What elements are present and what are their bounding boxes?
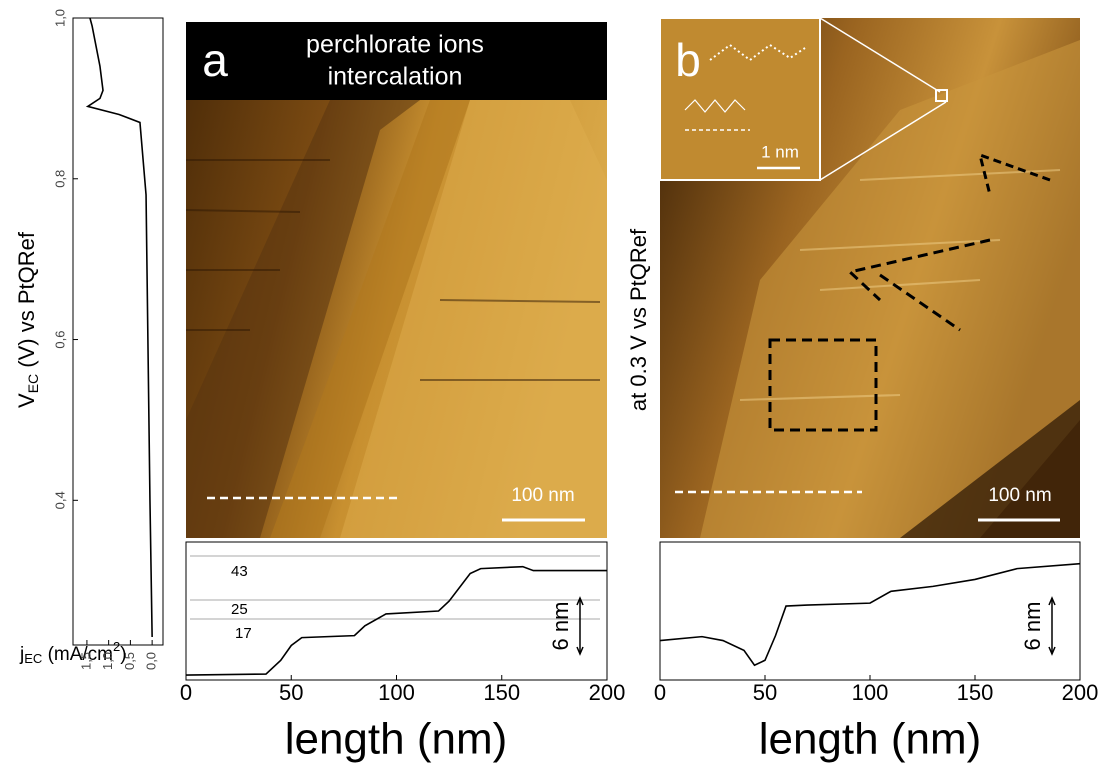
x-tick-label: 200 [1062, 680, 1099, 705]
cv-frame [72, 17, 164, 646]
height-scale-label: 6 nm [548, 602, 573, 651]
x-tick-label: 50 [753, 680, 777, 705]
scale-arrows [576, 596, 1056, 656]
stm-image-a [185, 22, 607, 538]
profile-frame-a [185, 541, 608, 681]
header: intercalation [328, 63, 463, 91]
y-axis-label: VEC (V) vs PtQRef [14, 231, 41, 408]
panel-label: b [675, 34, 701, 86]
data-line [185, 565, 607, 676]
x-tick-label: 1,0 [100, 652, 115, 670]
x-tick-label: 0,0 [144, 652, 159, 670]
x-axis-label: jEC (mA/cm2) [19, 639, 127, 666]
x-tick-label: 50 [279, 680, 303, 705]
header: perchlorate ions [306, 31, 484, 59]
x-tick-label: 200 [589, 680, 626, 705]
step-label: 17 [235, 625, 252, 642]
y-tick-label: 1,0 [52, 9, 67, 27]
step-guides [190, 555, 600, 620]
y-tick-label: 0,6 [52, 330, 67, 348]
x-tick-label: 1,5 [78, 652, 93, 670]
x-tick-label: 150 [483, 680, 520, 705]
step-label: 43 [231, 563, 248, 580]
step-label: 25 [231, 601, 248, 618]
x-tick-label: 0,5 [122, 652, 137, 670]
data-line [659, 562, 1081, 667]
x-axis-title: length (nm) [285, 715, 508, 764]
x-tick-label: 150 [957, 680, 994, 705]
y-tick-label: 0,8 [52, 170, 67, 188]
data-line [85, 17, 153, 637]
profile-frame-b [659, 541, 1081, 681]
y-tick-label: 0,4 [52, 491, 67, 509]
x-axis-title: length (nm) [759, 715, 982, 764]
stm-image-b [659, 17, 1080, 538]
height-scale-label: 6 nm [1020, 602, 1045, 651]
x-tick-label: 0 [654, 680, 666, 705]
scale-bar-label: 100 nm [988, 485, 1051, 506]
scale-bar-label: 100 nm [511, 485, 574, 506]
x-tick-label: 0 [180, 680, 192, 705]
x-tick-label: 100 [852, 680, 889, 705]
x-tick-label: 100 [378, 680, 415, 705]
panel-label: a [202, 34, 228, 86]
inset-scale-label: 1 nm [761, 142, 799, 161]
side-label: at 0.3 V vs PtQRef [626, 228, 651, 411]
